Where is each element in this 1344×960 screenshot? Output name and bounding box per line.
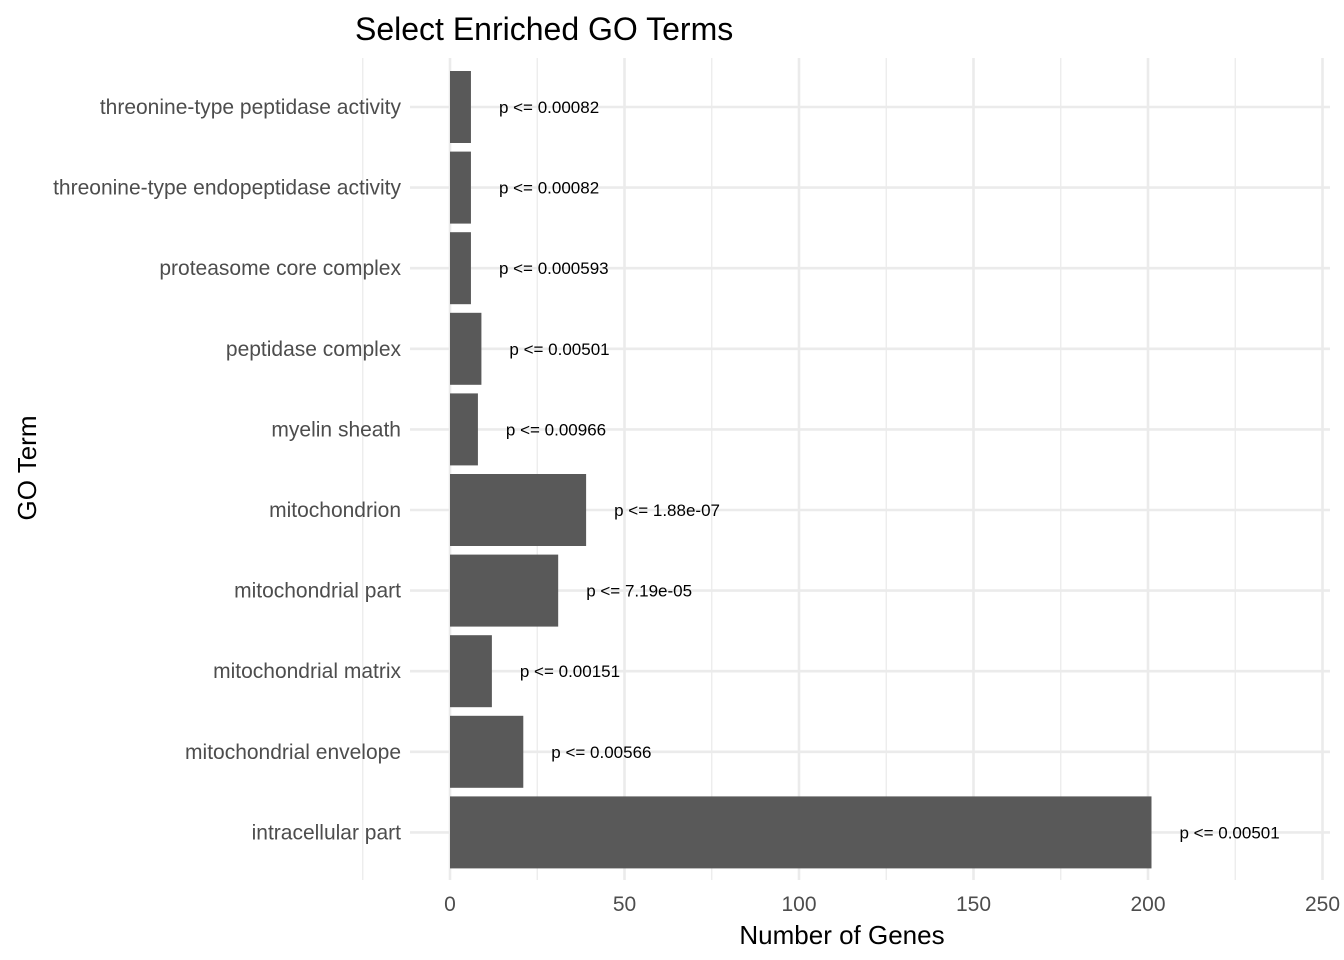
p-value-label: p <= 0.00566: [551, 743, 651, 762]
x-tick-label: 0: [444, 893, 456, 916]
category-label: mitochondrion: [269, 499, 401, 522]
x-tick-label: 200: [1130, 893, 1165, 916]
x-tick-labels: 0 50 100 150 200 250: [444, 893, 1340, 916]
p-value-label: p <= 0.00501: [509, 340, 609, 359]
p-value-label: p <= 1.88e-07: [614, 501, 720, 520]
y-axis-title: GO Term: [12, 416, 42, 521]
category-label: proteasome core complex: [159, 257, 401, 280]
p-value-label: p <= 0.00966: [506, 420, 606, 439]
bar: [450, 312, 482, 385]
bar: [450, 554, 559, 627]
bar: [450, 71, 471, 143]
category-label: mitochondrial envelope: [185, 741, 401, 764]
bar: [450, 635, 492, 708]
p-value-label: p <= 0.00501: [1179, 823, 1279, 842]
p-value-labels: p <= 0.00082 p <= 0.00082 p <= 0.000593 p <…: [499, 98, 1280, 842]
bar: [450, 232, 471, 305]
bar: [450, 151, 471, 224]
x-tick-label: 50: [613, 893, 636, 916]
category-label: intracellular part: [252, 821, 402, 844]
p-value-label: p <= 0.000593: [499, 259, 609, 278]
bar: [450, 796, 1152, 869]
x-tick-label: 150: [956, 893, 991, 916]
category-label: myelin sheath: [271, 418, 401, 441]
category-label: threonine-type endopeptidase activity: [53, 177, 401, 200]
x-axis-title: Number of Genes: [739, 920, 944, 950]
bar: [450, 715, 524, 788]
p-value-label: p <= 7.19e-05: [586, 582, 692, 601]
bar: [450, 393, 478, 466]
category-label: threonine-type peptidase activity: [100, 96, 402, 119]
category-label: mitochondrial part: [234, 580, 401, 603]
x-tick-label: 250: [1305, 893, 1340, 916]
p-value-label: p <= 0.00082: [499, 98, 599, 117]
bar: [450, 474, 587, 546]
bars: [450, 71, 1152, 869]
category-label: mitochondrial matrix: [213, 660, 401, 683]
p-value-label: p <= 0.00082: [499, 179, 599, 198]
category-labels: threonine-type peptidase activity threoni…: [53, 96, 401, 844]
grid-lines: [362, 58, 1330, 880]
category-label: peptidase complex: [226, 338, 402, 361]
p-value-label: p <= 0.00151: [520, 662, 620, 681]
chart-title: Select Enriched GO Terms: [355, 11, 733, 47]
x-tick-label: 100: [781, 893, 816, 916]
